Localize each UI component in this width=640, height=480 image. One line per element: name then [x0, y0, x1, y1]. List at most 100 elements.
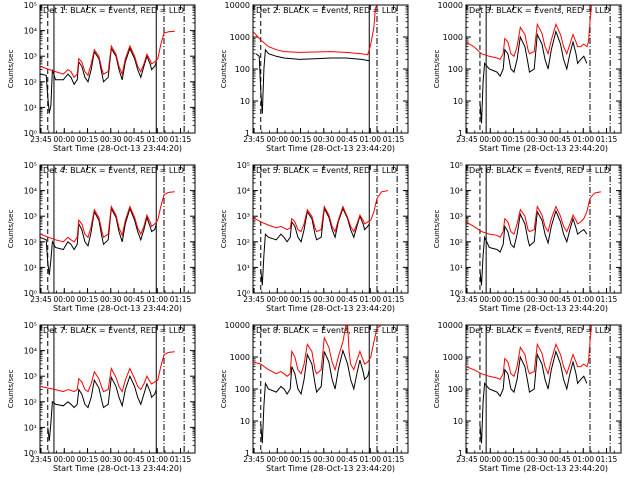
x-tick-label: 23:45	[30, 295, 52, 304]
y-axis-label: Counts/sec	[433, 50, 441, 89]
chart-title: Det 7: BLACK = Events, RED = LLD	[43, 326, 184, 335]
x-tick-label: 00:00	[266, 295, 288, 304]
y-tick-label: 10¹	[24, 103, 37, 112]
y-tick-label: 1000	[443, 33, 463, 42]
y-tick-label: 10⁰	[450, 289, 463, 298]
x-tick-label: 01:00	[572, 295, 594, 304]
y-axis-label: Counts/sec	[7, 50, 15, 89]
y-tick-label: 100	[235, 65, 250, 74]
x-tick-label: 00:30	[526, 455, 548, 464]
x-tick-label: 00:45	[549, 455, 571, 464]
x-tick-label: 01:00	[359, 455, 381, 464]
y-tick-label: 10⁰	[237, 289, 250, 298]
y-tick-label: 10²	[237, 238, 250, 247]
x-tick-label: 01:15	[383, 295, 405, 304]
chart-title: Det 9: BLACK = Events, RED = LLD	[469, 326, 610, 335]
x-tick-label: 01:15	[596, 455, 618, 464]
y-tick-label: 10³	[24, 52, 37, 61]
x-tick-label: 00:30	[100, 135, 122, 144]
chart-panel: 1 10 100 1000 10000 23:45 00:00 00:15 00:30 00:45…	[220, 1, 409, 153]
y-tick-label: 10³	[237, 212, 250, 221]
y-tick-label: 10²	[24, 238, 37, 247]
y-tick-label: 10⁴	[24, 27, 37, 36]
y-axis-label: Counts/sec	[433, 370, 441, 409]
x-tick-label: 01:15	[383, 135, 405, 144]
x-tick-label: 23:45	[30, 455, 52, 464]
y-tick-label: 1	[458, 449, 463, 458]
series-lld-line	[253, 190, 388, 233]
y-tick-label: 10000	[438, 1, 463, 10]
series-lld-line	[466, 5, 592, 61]
x-tick-label: 23:45	[456, 295, 478, 304]
x-tick-label: 00:45	[123, 455, 145, 464]
y-tick-label: 10³	[24, 372, 37, 381]
y-tick-label: 10¹	[450, 263, 463, 272]
plot-frame	[39, 164, 196, 294]
x-tick-label: 00:30	[100, 295, 122, 304]
x-tick-label: 00:00	[53, 135, 75, 144]
y-tick-label: 10	[453, 97, 463, 106]
plot-frame	[39, 324, 196, 454]
x-tick-label: 00:00	[479, 295, 501, 304]
y-tick-label: 10⁵	[24, 1, 37, 10]
y-axis-label: Counts/sec	[433, 210, 441, 249]
x-tick-label: 00:45	[549, 135, 571, 144]
x-tick-label: 00:00	[266, 135, 288, 144]
x-axis-label: Start Time (28-Oct-13 23:44:20)	[479, 464, 608, 473]
x-tick-label: 01:15	[383, 455, 405, 464]
x-tick-label: 01:15	[170, 455, 192, 464]
y-axis-label: Counts/sec	[7, 210, 15, 249]
y-tick-label: 1	[458, 129, 463, 138]
y-tick-label: 10⁰	[24, 129, 37, 138]
x-tick-label: 00:00	[479, 135, 501, 144]
x-tick-label: 00:00	[53, 455, 75, 464]
y-tick-label: 10¹	[24, 263, 37, 272]
y-tick-label: 1000	[230, 33, 250, 42]
y-axis-label: Counts/sec	[7, 370, 15, 409]
x-tick-label: 01:15	[596, 295, 618, 304]
chart-title: Det 3: BLACK = Events, RED = LLD	[469, 6, 610, 15]
y-axis-label: Counts/sec	[220, 50, 228, 89]
y-tick-label: 100	[448, 385, 463, 394]
x-tick-label: 01:15	[596, 135, 618, 144]
series-events-line	[40, 206, 157, 276]
chart-panel: 10⁰ 10¹ 10² 10³ 10⁴ 10⁵ 23:45 00:00 00:15 00:30 00…	[220, 161, 409, 313]
chart-title: Det 8: BLACK = Events, RED = LLD	[256, 326, 397, 335]
y-tick-label: 100	[235, 385, 250, 394]
x-tick-label: 00:45	[336, 295, 358, 304]
x-tick-label: 01:00	[146, 455, 168, 464]
y-tick-label: 100	[448, 65, 463, 74]
plot-frame	[39, 4, 196, 134]
x-tick-label: 23:45	[456, 135, 478, 144]
x-tick-label: 00:00	[266, 455, 288, 464]
series-events-line	[255, 48, 370, 114]
x-tick-label: 00:00	[479, 455, 501, 464]
series-events-line	[260, 206, 370, 286]
x-tick-label: 00:30	[313, 295, 335, 304]
chart-title: Det 4: BLACK = Events, RED = LLD	[43, 166, 184, 175]
y-tick-label: 10⁴	[24, 187, 37, 196]
y-tick-label: 1000	[443, 353, 463, 362]
series-lld-line	[40, 351, 175, 393]
x-tick-label: 00:15	[503, 295, 525, 304]
y-tick-label: 10	[240, 417, 250, 426]
series-lld-line	[466, 325, 592, 381]
x-tick-label: 00:30	[100, 455, 122, 464]
chart-panel: 10⁰ 10¹ 10² 10³ 10⁴ 10⁵ 23:45 00:00 00:15 00:30 00…	[7, 321, 196, 473]
x-tick-label: 00:30	[313, 455, 335, 464]
x-tick-label: 00:15	[290, 455, 312, 464]
series-events-line	[260, 348, 370, 444]
x-tick-label: 01:15	[170, 295, 192, 304]
series-lld-line	[40, 191, 175, 243]
y-tick-label: 10⁵	[24, 161, 37, 170]
y-tick-label: 10³	[450, 212, 463, 221]
x-tick-label: 01:00	[146, 135, 168, 144]
series-events-line	[40, 46, 157, 114]
x-tick-label: 01:15	[170, 135, 192, 144]
x-tick-label: 00:15	[77, 135, 99, 144]
chart-panel: 1 10 100 1000 10000 23:45 00:00 00:15 00:30 00:45…	[433, 321, 622, 473]
x-tick-label: 00:45	[336, 135, 358, 144]
chart-panel: 1 10 100 1000 10000 23:45 00:00 00:15 00:30 00:45…	[220, 321, 409, 473]
x-tick-label: 00:00	[53, 295, 75, 304]
